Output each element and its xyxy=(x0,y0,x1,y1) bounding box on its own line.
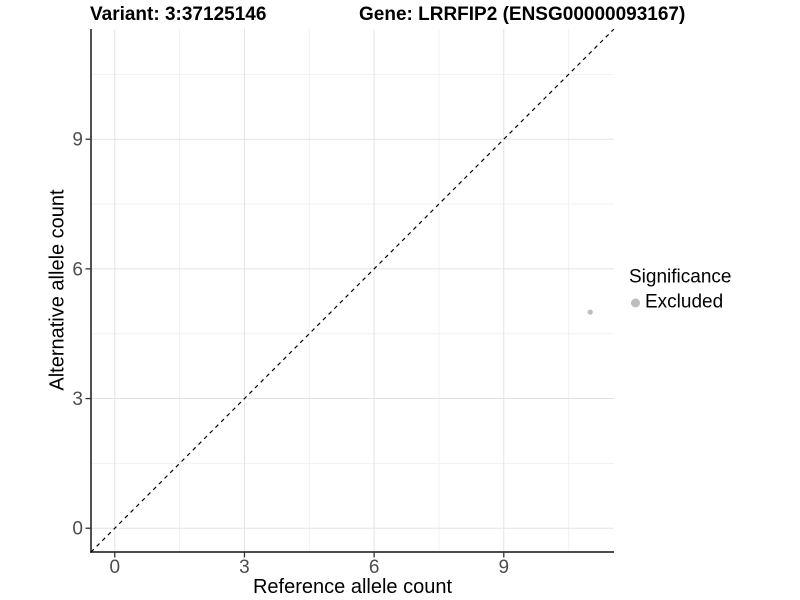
x-axis-title: Reference allele count xyxy=(252,576,452,598)
identity-line xyxy=(90,28,615,553)
y-tick-label: 3 xyxy=(72,389,83,410)
y-tick-label: 6 xyxy=(72,259,83,280)
legend-title: Significance xyxy=(629,266,732,288)
legend-item-label: Excluded xyxy=(645,291,724,313)
y-tick-label: 9 xyxy=(72,130,83,151)
gene-title: Gene: LRRFIP2 (ENSG00000093167) xyxy=(359,4,686,25)
legend-key-dot-icon xyxy=(631,298,640,307)
data-point-excluded xyxy=(587,309,593,315)
y-axis-title: Alternative allele count xyxy=(46,189,69,391)
x-tick-label: 0 xyxy=(109,557,120,578)
legend: Significance Excluded xyxy=(629,267,731,314)
y-tick-label: 0 xyxy=(72,519,83,540)
x-tick-label: 3 xyxy=(239,557,250,578)
variant-title: Variant: 3:37125146 xyxy=(90,4,267,25)
legend-item-excluded: Excluded xyxy=(629,292,731,314)
x-tick-label: 6 xyxy=(369,557,380,578)
x-tick-label: 9 xyxy=(498,557,509,578)
